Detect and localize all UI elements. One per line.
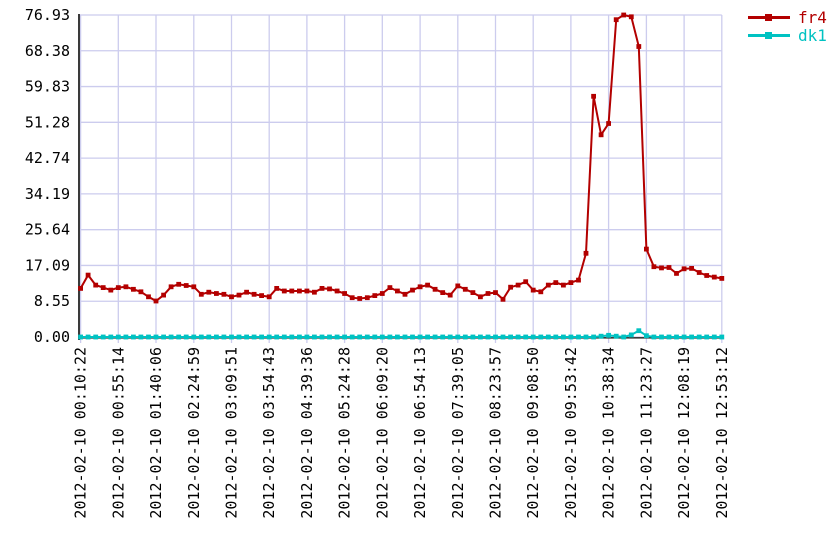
svg-text:2012-02-10 04:39:36: 2012-02-10 04:39:36 [298,347,316,519]
svg-text:59.83: 59.83 [25,78,70,96]
svg-text:2012-02-10 06:54:13: 2012-02-10 06:54:13 [411,347,429,519]
fr4-marker-icon [765,14,772,21]
svg-text:2012-02-10 00:55:14: 2012-02-10 00:55:14 [109,347,127,519]
svg-text:8.55: 8.55 [34,292,70,310]
svg-text:34.19: 34.19 [25,185,70,203]
svg-text:25.64: 25.64 [25,221,70,239]
legend: fr4 dk1 [748,9,827,44]
legend-item-dk1: dk1 [748,27,827,44]
dk1-marker-icon [765,32,772,39]
svg-text:2012-02-10 03:54:43: 2012-02-10 03:54:43 [260,347,278,519]
fr4-line-swatch [748,14,790,21]
svg-text:0.00: 0.00 [34,328,70,346]
svg-text:2012-02-10 09:53:42: 2012-02-10 09:53:42 [562,347,580,519]
svg-text:2012-02-10 12:53:12: 2012-02-10 12:53:12 [713,347,731,519]
svg-text:2012-02-10 00:10:22: 2012-02-10 00:10:22 [72,347,90,519]
dk1-line-swatch [748,32,790,39]
svg-text:2012-02-10 06:09:20: 2012-02-10 06:09:20 [373,347,391,519]
svg-text:2012-02-10 11:23:27: 2012-02-10 11:23:27 [637,347,655,519]
svg-text:51.28: 51.28 [25,113,70,131]
svg-text:17.09: 17.09 [25,256,70,274]
legend-label-dk1: dk1 [798,25,827,45]
legend-item-fr4: fr4 [748,9,827,26]
svg-text:68.38: 68.38 [25,42,70,60]
svg-text:2012-02-10 02:24:59: 2012-02-10 02:24:59 [185,347,203,519]
legend-label-fr4: fr4 [798,7,827,27]
svg-text:2012-02-10 01:40:06: 2012-02-10 01:40:06 [147,347,165,519]
svg-text:2012-02-10 12:08:19: 2012-02-10 12:08:19 [675,347,693,519]
svg-text:2012-02-10 09:08:50: 2012-02-10 09:08:50 [524,347,542,519]
svg-text:2012-02-10 10:38:34: 2012-02-10 10:38:34 [600,347,618,519]
svg-text:2012-02-10 08:23:57: 2012-02-10 08:23:57 [487,347,505,519]
svg-text:76.93: 76.93 [25,6,70,24]
svg-text:2012-02-10 03:09:51: 2012-02-10 03:09:51 [223,347,241,519]
svg-text:42.74: 42.74 [25,149,70,167]
svg-text:2012-02-10 05:24:28: 2012-02-10 05:24:28 [336,347,354,519]
svg-text:2012-02-10 07:39:05: 2012-02-10 07:39:05 [449,347,467,519]
